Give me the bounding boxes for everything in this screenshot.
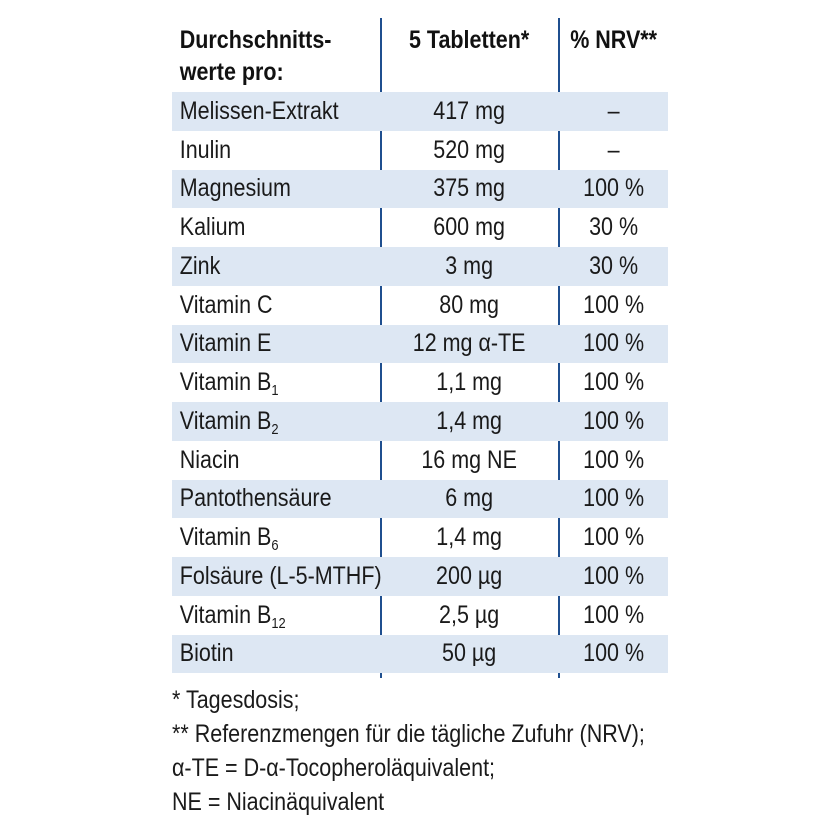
table-row: Folsäure (L-5-MTHF) 200 µg 100 % <box>172 557 668 596</box>
table-row: Pantothensäure 6 mg 100 % <box>172 479 668 519</box>
nutrient-name-text: Zink <box>179 251 221 280</box>
nutrient-nrv: 30 % <box>589 213 639 242</box>
footnote: α-TE = D-α-Tocopheroläquivalent; <box>172 754 496 782</box>
nutrient-amount: 80 mg <box>439 290 500 319</box>
nutrient-name: Vitamin B1 <box>172 368 380 400</box>
nutrient-nrv: 100 % <box>583 523 645 552</box>
nutrient-name-text: Folsäure (L-5-MTHF) <box>179 561 382 590</box>
nutrient-nrv: 30 % <box>589 251 639 280</box>
nutrient-nrv: – <box>607 96 620 125</box>
table-row: Niacin 16 mg NE 100 % <box>172 441 668 480</box>
nutrient-name: Magnesium <box>172 174 380 203</box>
nutrient-name: Vitamin E <box>172 329 380 358</box>
table-row: Magnesium 375 mg 100 % <box>172 169 668 209</box>
nutrient-name: Pantothensäure <box>172 484 380 513</box>
nutrient-amount: 375 mg <box>433 174 505 203</box>
nutrient-name-text: Kalium <box>179 213 246 242</box>
nutrient-nrv: 100 % <box>583 484 645 513</box>
nutrient-name-text: Vitamin C <box>179 290 273 319</box>
nutrient-name: Vitamin B6 <box>172 523 380 555</box>
nutrient-name: Vitamin C <box>172 291 380 320</box>
nutrient-nrv: 100 % <box>583 368 645 397</box>
table-row: Vitamin B6 1,4 mg 100 % <box>172 518 668 557</box>
nutrient-nrv: – <box>607 135 620 164</box>
nutrient-name: Kalium <box>172 213 380 242</box>
table-row: Melissen-Extrakt 417 mg – <box>172 92 668 131</box>
table-row: Vitamin B12 2,5 µg 100 % <box>172 596 668 635</box>
nutrition-panel: Durchschnitts- werte pro: 5 Tabletten* %… <box>172 18 669 678</box>
nutrient-nrv: 100 % <box>583 639 645 668</box>
nutrient-subscript: 1 <box>271 382 279 400</box>
nutrient-name-text: Vitamin B <box>179 368 272 397</box>
header-name: Durchschnitts- werte pro: <box>179 26 332 86</box>
nutrient-nrv: 100 % <box>583 406 645 435</box>
nutrient-name: Melissen-Extrakt <box>172 97 380 126</box>
nutrient-amount: 417 mg <box>433 96 505 125</box>
nutrient-name-text: Melissen-Extrakt <box>179 96 339 125</box>
nutrient-amount: 520 mg <box>433 135 505 164</box>
nutrient-amount: 1,4 mg <box>436 406 502 435</box>
table-row: Vitamin B1 1,1 mg 100 % <box>172 363 668 402</box>
table-row: Zink 3 mg 30 % <box>172 247 668 286</box>
table-row: Vitamin C 80 mg 100 % <box>172 286 668 325</box>
nutrient-name: Folsäure (L-5-MTHF) <box>172 561 382 591</box>
nutrient-subscript: 6 <box>271 537 279 555</box>
table-row: Vitamin B2 1,4 mg 100 % <box>172 402 668 441</box>
nutrient-name-text: Vitamin B <box>179 600 272 629</box>
nutrient-subscript: 2 <box>271 420 279 438</box>
nutrient-name-text: Biotin <box>179 639 234 668</box>
nutrient-nrv: 100 % <box>583 445 645 474</box>
nutrient-subscript: 12 <box>271 614 286 632</box>
nutrient-name-text: Vitamin E <box>179 329 272 358</box>
nutrient-nrv: 100 % <box>583 174 645 203</box>
table-body: Melissen-Extrakt 417 mg – Inulin 520 mg – Magn… <box>172 92 668 674</box>
nutrient-name-text: Vitamin B <box>179 523 272 552</box>
nutrient-amount: 3 mg <box>445 251 494 280</box>
nutrient-name-text: Inulin <box>179 135 232 164</box>
nutrient-name: Biotin <box>172 639 380 668</box>
nutrient-name-text: Magnesium <box>179 174 291 203</box>
table-row: Kalium 600 mg 30 % <box>172 208 668 247</box>
nutrient-name: Inulin <box>172 136 380 165</box>
nutrition-table: Durchschnitts- werte pro: 5 Tabletten* %… <box>172 18 669 678</box>
footnote: * Tagesdosis; <box>172 686 300 714</box>
nutrient-nrv: 100 % <box>583 561 645 590</box>
nutrient-amount: 16 mg NE <box>421 445 517 474</box>
table-header: Durchschnitts- werte pro: 5 Tabletten* %… <box>172 18 669 92</box>
nutrient-name: Zink <box>172 252 380 281</box>
nutrient-name-text: Vitamin B <box>179 406 272 435</box>
nutrient-amount: 1,1 mg <box>436 368 502 397</box>
nutrient-amount: 50 µg <box>442 639 497 668</box>
nutrient-nrv: 100 % <box>583 290 645 319</box>
footnote: NE = Niacinäquivalent <box>172 788 385 816</box>
header-nrv: % NRV** <box>570 26 658 54</box>
nutrient-nrv: 100 % <box>583 600 645 629</box>
header-amount: 5 Tabletten* <box>408 26 530 54</box>
nutrient-amount: 6 mg <box>445 484 494 513</box>
nutrient-amount: 600 mg <box>433 213 505 242</box>
nutrient-amount: 200 µg <box>436 561 503 590</box>
table-row: Biotin 50 µg 100 % <box>172 634 668 674</box>
footnotes: * Tagesdosis; ** Referenzmengen für die t… <box>172 683 812 819</box>
nutrient-name: Niacin <box>172 446 380 475</box>
nutrient-name: Vitamin B2 <box>172 406 380 438</box>
nutrient-name-text: Pantothensäure <box>179 484 332 513</box>
footnote: ** Referenzmengen für die tägliche Zufuh… <box>172 720 645 748</box>
nutrient-nrv: 100 % <box>583 329 645 358</box>
nutrient-amount: 12 mg α-TE <box>412 329 526 358</box>
nutrient-name: Vitamin B12 <box>172 600 380 632</box>
table-row: Inulin 520 mg – <box>172 131 668 170</box>
nutrient-amount: 1,4 mg <box>436 523 502 552</box>
nutrient-amount: 2,5 µg <box>439 600 500 629</box>
nutrient-name-text: Niacin <box>179 445 240 474</box>
table-row: Vitamin E 12 mg α-TE 100 % <box>172 324 668 364</box>
